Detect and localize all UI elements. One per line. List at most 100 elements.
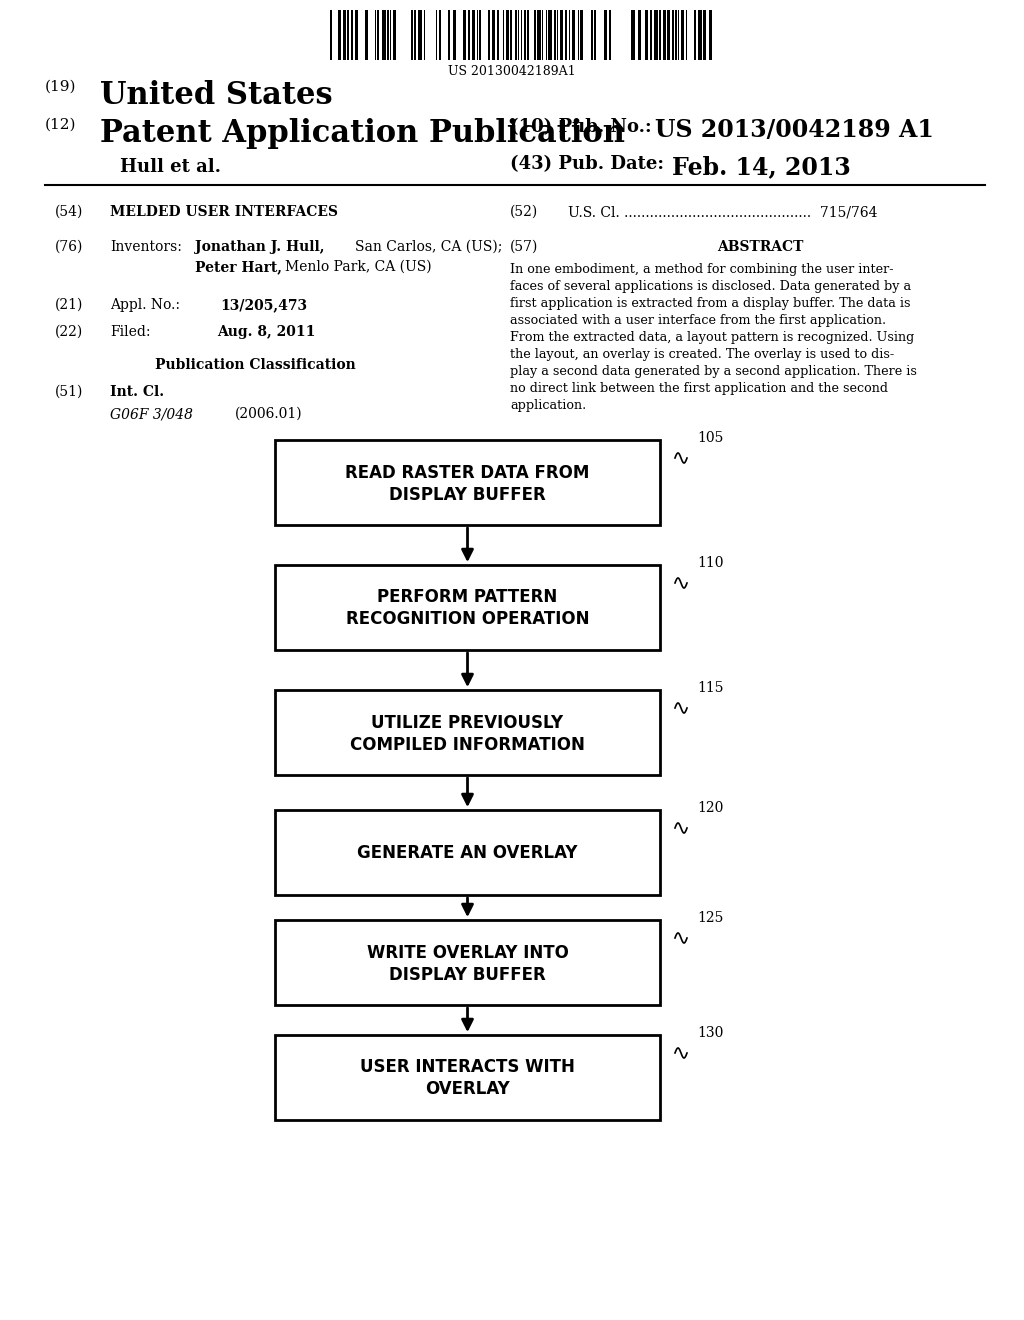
- Text: DISPLAY BUFFER: DISPLAY BUFFER: [389, 486, 546, 503]
- Bar: [492, 11, 495, 59]
- Bar: [694, 11, 696, 59]
- Bar: [685, 11, 687, 59]
- Bar: [497, 11, 499, 59]
- Text: 120: 120: [697, 801, 723, 814]
- Bar: [275, 565, 660, 649]
- Bar: [351, 11, 353, 59]
- Bar: [382, 11, 385, 59]
- Text: Aug. 8, 2011: Aug. 8, 2011: [217, 325, 315, 339]
- Text: (10) Pub. No.:: (10) Pub. No.:: [510, 117, 665, 136]
- Text: 115: 115: [697, 681, 724, 696]
- Text: (21): (21): [55, 298, 83, 312]
- Text: From the extracted data, a layout pattern is recognized. Using: From the extracted data, a layout patter…: [510, 331, 914, 345]
- Text: associated with a user interface from the first application.: associated with a user interface from th…: [510, 314, 886, 327]
- Bar: [346, 11, 348, 59]
- Bar: [653, 11, 657, 59]
- Text: (22): (22): [55, 325, 83, 339]
- Bar: [479, 11, 481, 59]
- Bar: [275, 1035, 660, 1119]
- Text: (43) Pub. Date:: (43) Pub. Date:: [510, 154, 664, 173]
- Bar: [510, 11, 512, 59]
- Text: (57): (57): [510, 240, 539, 253]
- Text: Publication Classification: Publication Classification: [155, 358, 355, 372]
- Bar: [645, 11, 647, 59]
- Bar: [594, 11, 596, 59]
- Text: 125: 125: [697, 911, 723, 925]
- Text: Inventors:: Inventors:: [110, 240, 182, 253]
- Bar: [438, 11, 441, 59]
- Text: Filed:: Filed:: [110, 325, 151, 339]
- Bar: [709, 11, 712, 59]
- Text: (52): (52): [510, 205, 539, 219]
- Text: (2006.01): (2006.01): [234, 407, 303, 421]
- Bar: [703, 11, 706, 59]
- Text: ABSTRACT: ABSTRACT: [717, 240, 803, 253]
- Bar: [548, 11, 552, 59]
- Bar: [424, 11, 425, 59]
- Text: G06F 3/048: G06F 3/048: [110, 407, 193, 421]
- Text: (19): (19): [45, 81, 77, 94]
- Text: USER INTERACTS WITH: USER INTERACTS WITH: [360, 1059, 574, 1077]
- Text: Appl. No.:: Appl. No.:: [110, 298, 184, 312]
- Bar: [355, 11, 357, 59]
- Text: faces of several applications is disclosed. Data generated by a: faces of several applications is disclos…: [510, 280, 911, 293]
- Text: DISPLAY BUFFER: DISPLAY BUFFER: [389, 965, 546, 983]
- Text: 13/205,473: 13/205,473: [220, 298, 307, 312]
- Bar: [330, 11, 332, 59]
- Bar: [649, 11, 651, 59]
- Bar: [365, 11, 368, 59]
- Bar: [526, 11, 528, 59]
- Bar: [672, 11, 674, 59]
- Bar: [472, 11, 475, 59]
- Bar: [659, 11, 662, 59]
- Bar: [506, 11, 509, 59]
- Text: Patent Application Publication: Patent Application Publication: [100, 117, 625, 149]
- Bar: [523, 11, 525, 59]
- Bar: [631, 11, 635, 59]
- Text: (76): (76): [55, 240, 83, 253]
- Bar: [393, 11, 395, 59]
- Text: Int. Cl.: Int. Cl.: [110, 385, 164, 399]
- Text: no direct link between the first application and the second: no direct link between the first applica…: [510, 381, 888, 395]
- Text: READ RASTER DATA FROM: READ RASTER DATA FROM: [345, 463, 590, 482]
- Text: Jonathan J. Hull,: Jonathan J. Hull,: [195, 240, 325, 253]
- Bar: [377, 11, 379, 59]
- Bar: [572, 11, 575, 59]
- Text: first application is extracted from a display buffer. The data is: first application is extracted from a di…: [510, 297, 910, 310]
- Text: GENERATE AN OVERLAY: GENERATE AN OVERLAY: [357, 843, 578, 862]
- Text: OVERLAY: OVERLAY: [425, 1081, 510, 1098]
- Text: PERFORM PATTERN: PERFORM PATTERN: [378, 589, 558, 606]
- Bar: [667, 11, 670, 59]
- Bar: [418, 11, 422, 59]
- Bar: [554, 11, 556, 59]
- Bar: [578, 11, 579, 59]
- Bar: [488, 11, 490, 59]
- Bar: [275, 810, 660, 895]
- Bar: [580, 11, 583, 59]
- Bar: [338, 11, 341, 59]
- Text: U.S. Cl. ............................................  715/764: U.S. Cl. ...............................…: [568, 205, 878, 219]
- Text: US 2013/0042189 A1: US 2013/0042189 A1: [655, 117, 934, 143]
- Bar: [514, 11, 517, 59]
- Bar: [681, 11, 683, 59]
- Text: Peter Hart,: Peter Hart,: [195, 260, 282, 275]
- Bar: [453, 11, 456, 59]
- Text: (54): (54): [55, 205, 83, 219]
- Text: United States: United States: [100, 81, 333, 111]
- Text: San Carlos, CA (US);: San Carlos, CA (US);: [355, 240, 503, 253]
- Bar: [375, 11, 376, 59]
- Text: play a second data generated by a second application. There is: play a second data generated by a second…: [510, 366, 916, 378]
- Text: WRITE OVERLAY INTO: WRITE OVERLAY INTO: [367, 944, 568, 961]
- Bar: [342, 11, 345, 59]
- Text: In one embodiment, a method for combining the user inter-: In one embodiment, a method for combinin…: [510, 263, 894, 276]
- Bar: [275, 690, 660, 775]
- Text: 130: 130: [697, 1026, 723, 1040]
- Text: 110: 110: [697, 556, 724, 570]
- Text: Menlo Park, CA (US): Menlo Park, CA (US): [285, 260, 432, 275]
- Text: Feb. 14, 2013: Feb. 14, 2013: [672, 154, 851, 180]
- Text: the layout, an overlay is created. The overlay is used to dis-: the layout, an overlay is created. The o…: [510, 348, 894, 360]
- Bar: [663, 11, 666, 59]
- Text: Hull et al.: Hull et al.: [120, 158, 221, 176]
- Bar: [675, 11, 677, 59]
- Bar: [275, 920, 660, 1005]
